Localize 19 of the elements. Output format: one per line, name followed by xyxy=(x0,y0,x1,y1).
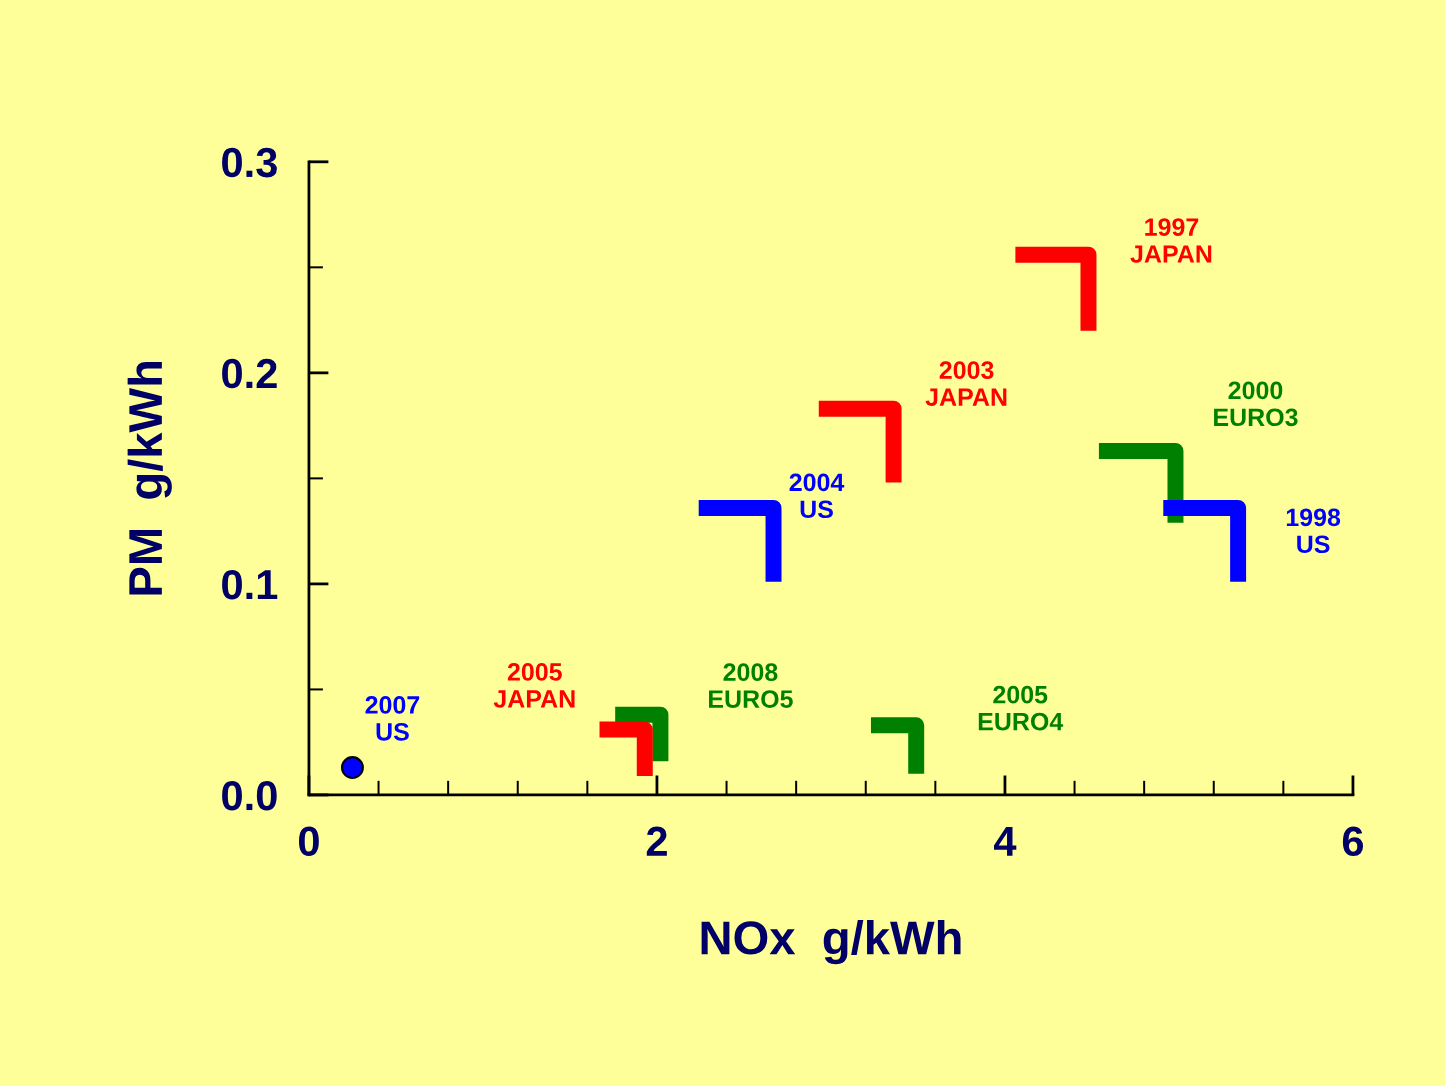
series-label: 1998 US xyxy=(1286,508,1341,554)
y-axis-title: PM g/kWh xyxy=(127,361,172,595)
series-label: 2007 US xyxy=(365,696,420,741)
y-tick-label: 0.1 xyxy=(222,569,278,600)
y-tick-label: 0.3 xyxy=(222,147,277,178)
series-label: 2000 EURO3 xyxy=(1214,381,1298,427)
text: 2005 EURO4 xyxy=(978,685,1064,731)
y-tick-label: 0.0 xyxy=(222,780,277,811)
y-tick-label: 0.2 xyxy=(222,358,277,389)
x-tick-label: 2 xyxy=(646,826,667,856)
x-axis-title: NOx g/kWh xyxy=(701,919,961,965)
series-label: 2005 JAPAN xyxy=(493,663,575,708)
x-tick-label: 6 xyxy=(1342,826,1364,857)
series-label: 2008 EURO5 xyxy=(709,663,793,708)
x-tick-label: 4 xyxy=(994,827,1017,856)
x-tick-label: 0 xyxy=(299,826,319,857)
series-label: 1997 JAPAN xyxy=(1130,218,1212,263)
series-label: 2004 US xyxy=(789,473,845,519)
series-label: 2003 JAPAN xyxy=(925,361,1007,406)
